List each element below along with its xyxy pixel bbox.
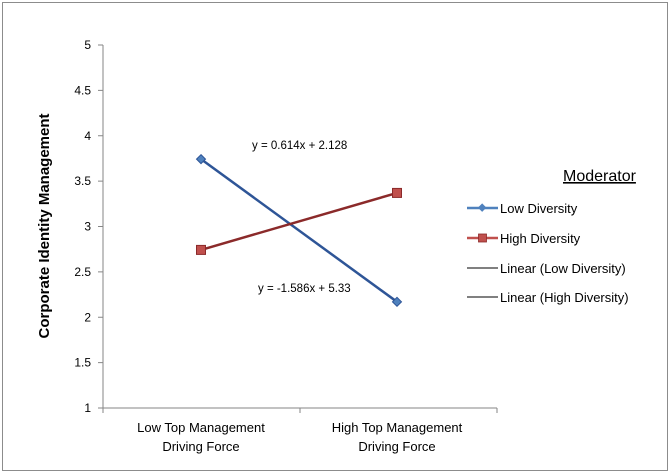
legend-swatch-marker-high-diversity — [479, 234, 487, 242]
y-tick-label: 4 — [84, 129, 91, 143]
legend-title: Moderator — [563, 168, 637, 185]
y-tick-label: 1.5 — [74, 356, 91, 370]
y-tick-label: 2 — [84, 310, 91, 324]
x-category-label-high: High Top Management Driving Force — [332, 420, 463, 454]
legend-label-high-diversity: High Diversity — [500, 231, 581, 246]
legend-item-low-diversity: Low Diversity — [467, 201, 578, 216]
x-category-label-low-line2: Driving Force — [162, 439, 239, 454]
trendline-equation-low-diversity: y = -1.586x + 5.33 — [258, 283, 351, 295]
y-axis-title: Corporate Identity Management — [36, 113, 53, 338]
x-axis-ticks — [103, 408, 497, 413]
data-point-high-diversity-2 — [393, 188, 402, 197]
y-axis-ticks: 1 1.5 2 2.5 3 3.5 4 4.5 5 — [74, 38, 103, 415]
legend-label-low-diversity: Low Diversity — [500, 201, 578, 216]
y-tick-label: 2.5 — [74, 265, 91, 279]
y-tick-label: 1 — [84, 401, 91, 415]
legend-item-linear-high-diversity: Linear (High Diversity) — [467, 290, 629, 305]
y-tick-label: 3.5 — [74, 174, 91, 188]
legend-label-linear-low-diversity: Linear (Low Diversity) — [500, 261, 626, 276]
data-point-high-diversity-1 — [197, 245, 206, 254]
series-line-low-diversity — [201, 159, 397, 302]
legend-label-linear-high-diversity: Linear (High Diversity) — [500, 290, 629, 305]
series-line-high-diversity — [201, 193, 397, 250]
y-tick-label: 5 — [84, 38, 91, 52]
legend-item-high-diversity: High Diversity — [467, 231, 581, 246]
x-category-label-low-line1: Low Top Management — [137, 420, 265, 435]
x-category-label-high-line2: Driving Force — [358, 439, 435, 454]
y-tick-label: 4.5 — [74, 83, 91, 97]
trendline-equation-high-diversity: y = 0.614x + 2.128 — [252, 140, 347, 152]
legend-swatch-marker-low-diversity — [478, 203, 486, 211]
y-tick-label: 3 — [84, 220, 91, 234]
legend: Moderator Low Diversity High Diversity L… — [467, 168, 637, 305]
x-category-label-low: Low Top Management Driving Force — [137, 420, 265, 454]
legend-item-linear-low-diversity: Linear (Low Diversity) — [467, 261, 626, 276]
x-category-label-high-line1: High Top Management — [332, 420, 463, 435]
